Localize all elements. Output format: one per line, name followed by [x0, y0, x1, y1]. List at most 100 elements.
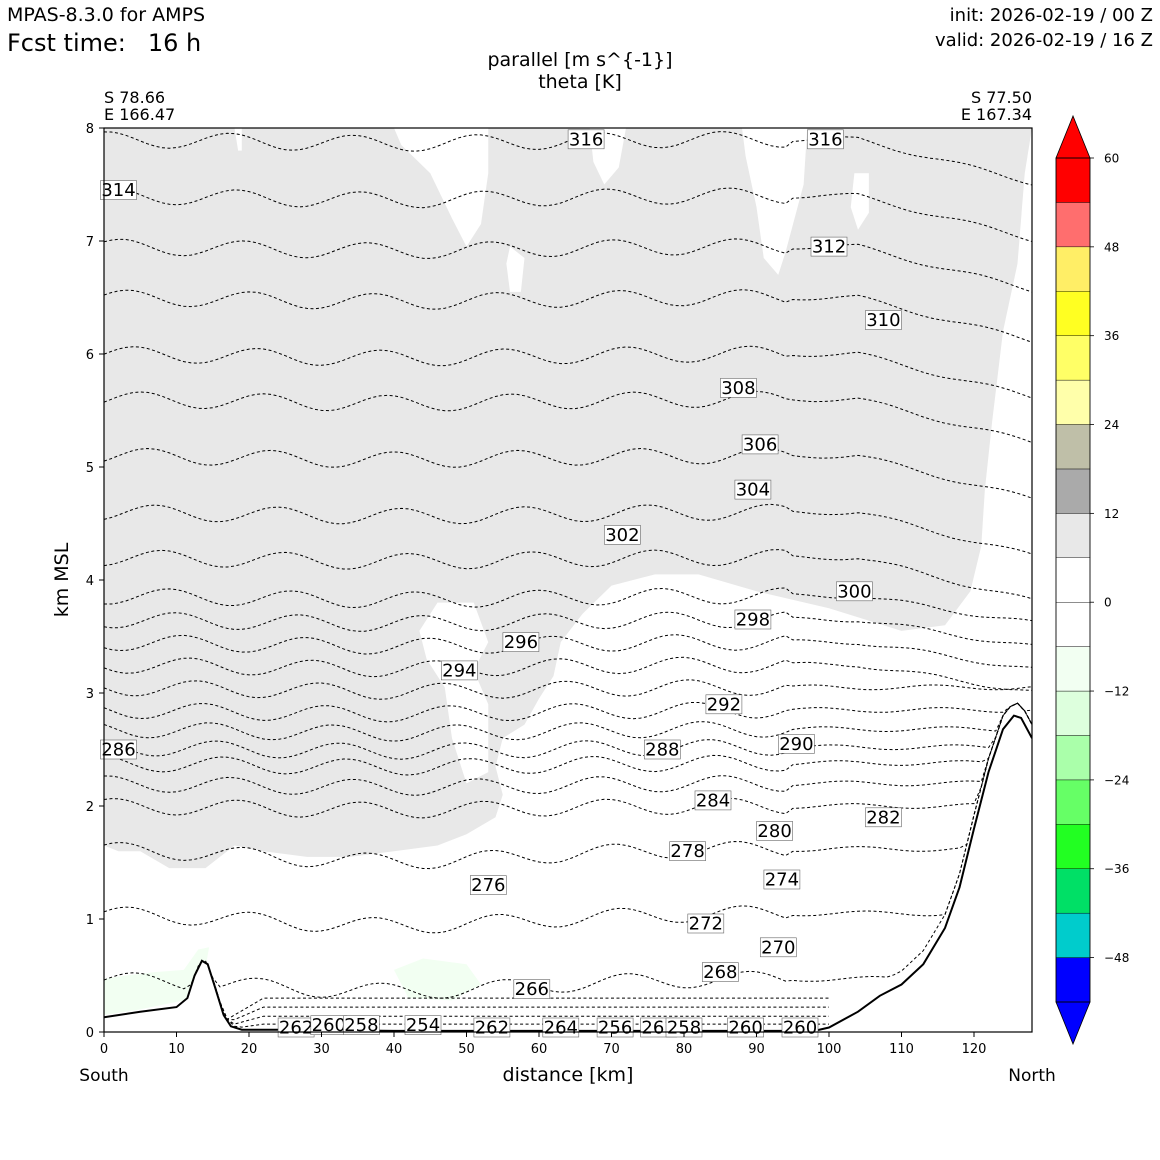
- x-tick-label: 0: [100, 1042, 108, 1057]
- contour-label-312: 312: [810, 237, 848, 258]
- theta-contour-3: [104, 702, 1032, 870]
- colorbar-segment: [1055, 557, 1091, 603]
- colorbar-segment: [1055, 868, 1091, 914]
- contour-label-304: 304: [734, 479, 772, 501]
- contour-label-text: 296: [504, 632, 538, 653]
- theta-contour-21: [104, 238, 1032, 293]
- contour-label-box: [469, 875, 507, 895]
- contour-label-264: 264: [542, 1018, 580, 1039]
- theta-contour-layer: [104, 131, 1032, 1028]
- colorbar-segment: [1055, 824, 1091, 869]
- colorbar: 60 48 36 24 12 0 −12 −24 −36 −48: [1055, 114, 1129, 1046]
- model-title: MPAS-8.3.0 for AMPS: [7, 4, 206, 26]
- theta-contour-23: [104, 131, 1032, 186]
- contour-label-text: 260: [783, 1018, 817, 1039]
- colorbar-segment: [1055, 690, 1091, 736]
- chart-title-theta: theta [K]: [538, 71, 622, 93]
- contour-label-310: 310: [865, 310, 902, 331]
- theta-contour-16: [104, 503, 1032, 555]
- forecast-label: Fcst time:: [7, 29, 126, 57]
- chart-title-wind: parallel [m s^{-1}]: [487, 49, 673, 71]
- contour-label-286: 286: [100, 740, 137, 761]
- weak-wind-area-4: [234, 128, 242, 151]
- left-endpoint-lon: E 166.47: [104, 105, 176, 124]
- contour-label-text: 260: [312, 1015, 346, 1036]
- colorbar-segment: [1055, 291, 1091, 336]
- contour-label-text: 314: [101, 180, 135, 201]
- colorbar-tick-label: 36: [1104, 329, 1119, 343]
- contour-label-layer: 316 316 314 312 310 308 306 304 302 300 298 296 294 2…: [100, 129, 902, 1039]
- y-tick-label: 6: [86, 348, 94, 363]
- contour-label-text: 266: [515, 979, 549, 1000]
- plot-area: [104, 128, 1032, 1032]
- contour-label-256: 256: [596, 1018, 634, 1039]
- weak-wind-area-7: [419, 602, 489, 784]
- colorbar-tick-label: −36: [1104, 862, 1129, 876]
- contour-label-box: [734, 609, 772, 630]
- contour-label-box: [502, 632, 540, 652]
- contour-label-box: [343, 1015, 380, 1035]
- contour-label-306: 306: [741, 434, 779, 455]
- contour-label-text: 264: [544, 1018, 578, 1039]
- contour-label-text: 284: [696, 790, 730, 811]
- positive-wind-region: [104, 128, 1032, 869]
- contour-label-282: 282: [865, 807, 902, 828]
- y-tick-label: 1: [86, 913, 94, 928]
- colorbar-segment: [1055, 157, 1091, 203]
- colorbar-segment: [1055, 957, 1091, 1003]
- x-tick-label: 80: [676, 1042, 693, 1057]
- contour-label-text: 288: [645, 740, 679, 761]
- contour-label-box: [694, 790, 732, 811]
- theta-contour-low-1: [205, 961, 829, 1021]
- colorbar-tick-label: 60: [1104, 152, 1119, 166]
- theta-contour-1: [104, 702, 1032, 999]
- y-tick-label: 4: [86, 574, 94, 589]
- contour-label-292: 292: [705, 694, 743, 715]
- weak-wind-area-5: [506, 246, 525, 292]
- theta-contour-low-3: [205, 961, 829, 1025]
- theta-contour-14: [104, 587, 1032, 622]
- colorbar-segment: [1055, 379, 1091, 425]
- theta-contour-19: [104, 345, 1032, 399]
- x-tick-label: 50: [458, 1042, 475, 1057]
- colorbar-over-arrow: [1055, 114, 1091, 159]
- contour-label-box: [440, 660, 478, 681]
- contour-label-text: 262: [279, 1018, 313, 1039]
- theta-contour-8: [104, 702, 1032, 742]
- theta-contour-18: [104, 390, 1032, 443]
- contour-label-text: 258: [667, 1018, 701, 1039]
- contour-label-text: 258: [344, 1015, 378, 1036]
- contour-label-text: 308: [721, 378, 755, 399]
- contour-label-text: 316: [569, 129, 603, 150]
- contour-label-text: 304: [736, 480, 770, 501]
- y-tick-label: 5: [86, 461, 94, 476]
- contour-label-box: [701, 962, 739, 982]
- theta-contour-6: [104, 702, 1032, 776]
- theta-contour-22: [104, 187, 1032, 242]
- contour-label-box: [604, 524, 641, 545]
- colorbar-segment: [1055, 246, 1091, 292]
- colorbar-segment: [1055, 202, 1091, 248]
- colorbar-segment: [1055, 735, 1091, 781]
- south-label: South: [79, 1066, 129, 1086]
- weak-wind-area-3: [742, 128, 808, 275]
- colorbar-segment: [1055, 602, 1091, 647]
- x-tick-label: 40: [386, 1042, 403, 1057]
- contour-label-text: 298: [736, 610, 770, 631]
- contour-label-text: 300: [837, 581, 871, 602]
- colorbar-segment: [1055, 468, 1091, 514]
- y-tick-label: 3: [86, 687, 94, 702]
- theta-contour-7: [104, 702, 1032, 760]
- colorbar-segment: [1055, 912, 1091, 958]
- contour-label-text: 256: [598, 1018, 632, 1039]
- contour-label-box: [643, 739, 681, 760]
- contour-label-262: 262: [473, 1018, 511, 1039]
- contour-label-260: 260: [310, 1015, 348, 1036]
- colorbar-tick-label: −48: [1104, 951, 1129, 965]
- theta-contour-12: [104, 634, 1032, 668]
- contour-label-text: 286: [101, 740, 135, 761]
- contour-label-box: [734, 479, 772, 500]
- contour-label-258: 258: [343, 1015, 380, 1036]
- contour-label-268: 268: [701, 962, 739, 983]
- contour-label-262: 262: [277, 1018, 315, 1039]
